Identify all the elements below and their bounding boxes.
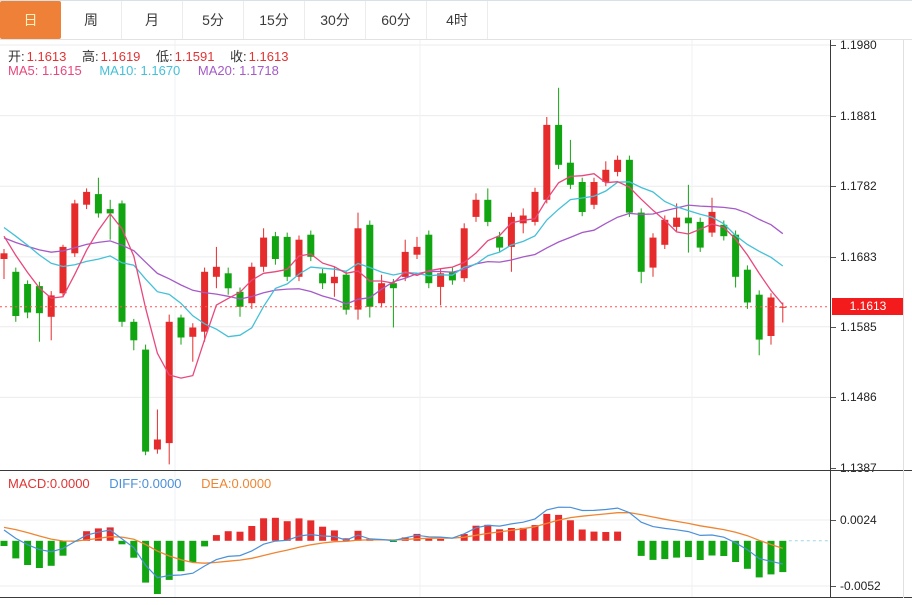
axis-tick bbox=[831, 397, 836, 398]
price-axis-label: 1.1585 bbox=[840, 320, 877, 334]
axis-tick bbox=[831, 186, 836, 187]
ma-legend: MA5: 1.1615 MA10: 1.1670 MA20: 1.1718 bbox=[8, 63, 279, 78]
price-axis-label: 1.1980 bbox=[840, 38, 877, 52]
tab-30min[interactable]: 30分 bbox=[305, 1, 366, 39]
close-label: 收: bbox=[230, 49, 247, 64]
macd-chart-canvas[interactable] bbox=[0, 471, 830, 598]
macd-axis-label: 0.0024 bbox=[840, 513, 877, 527]
open-value: 1.1613 bbox=[26, 49, 67, 64]
axis-tick bbox=[831, 116, 836, 117]
timeframe-tabbar: 日周月 5分 15分 30分 60分 4时 bbox=[0, 0, 912, 40]
axis-tick bbox=[831, 327, 836, 328]
tab-monthly[interactable]: 月 bbox=[122, 1, 183, 39]
tab-60min[interactable]: 60分 bbox=[366, 1, 427, 39]
tab-15min[interactable]: 15分 bbox=[244, 1, 305, 39]
diff-value: DIFF:0.0000 bbox=[109, 476, 182, 491]
right-edge-border bbox=[903, 40, 904, 598]
price-axis-label: 1.1486 bbox=[840, 390, 877, 404]
low-value: 1.1591 bbox=[174, 49, 215, 64]
tab-daily[interactable]: 日 bbox=[0, 1, 61, 39]
macd-value: MACD:0.0000 bbox=[8, 476, 90, 491]
ma5-value: MA5: 1.1615 bbox=[8, 63, 82, 78]
macd-legend: MACD:0.0000 DIFF:0.0000 DEA:0.0000 bbox=[8, 476, 271, 491]
price-axis-label: 1.1782 bbox=[840, 179, 877, 193]
ma20-value: MA20: 1.1718 bbox=[197, 63, 279, 78]
high-label: 高: bbox=[82, 49, 99, 64]
price-axis-label: 1.1881 bbox=[840, 109, 877, 123]
tab-5min[interactable]: 5分 bbox=[183, 1, 244, 39]
price-axis-label: 1.1387 bbox=[840, 461, 877, 475]
price-axis-label: 1.1683 bbox=[840, 250, 877, 264]
price-chart-panel[interactable]: 开: 1.1613 高: 1.1619 低: 1.1591 收: 1.1613 MA5:… bbox=[0, 40, 830, 471]
open-label: 开: bbox=[8, 49, 25, 64]
axis-tick bbox=[831, 257, 836, 258]
price-axis-gutter: 1.1613 1.1980 1.1881 1.1782 1.1683 1.1585 1.1… bbox=[830, 38, 912, 598]
panel-divider bbox=[0, 470, 912, 471]
macd-panel[interactable]: MACD:0.0000 DIFF:0.0000 DEA:0.0000 bbox=[0, 471, 830, 598]
high-value: 1.1619 bbox=[100, 49, 141, 64]
ma10-value: MA10: 1.1670 bbox=[99, 63, 181, 78]
close-value: 1.1613 bbox=[248, 49, 289, 64]
low-label: 低: bbox=[156, 49, 173, 64]
axis-tick bbox=[831, 45, 836, 46]
macd-axis-label: -0.0052 bbox=[840, 579, 881, 593]
price-chart-canvas[interactable] bbox=[0, 40, 830, 471]
current-price-badge: 1.1613 bbox=[832, 298, 904, 315]
dea-value: DEA:0.0000 bbox=[201, 476, 272, 491]
ohlc-legend: 开: 1.1613 高: 1.1619 低: 1.1591 收: 1.1613 bbox=[8, 46, 300, 65]
axis-tick bbox=[831, 586, 836, 587]
bottom-border bbox=[0, 597, 912, 598]
axis-tick bbox=[831, 520, 836, 521]
tab-weekly[interactable]: 周 bbox=[61, 1, 122, 39]
tab-4hour[interactable]: 4时 bbox=[427, 1, 488, 39]
axis-tick bbox=[831, 468, 836, 469]
